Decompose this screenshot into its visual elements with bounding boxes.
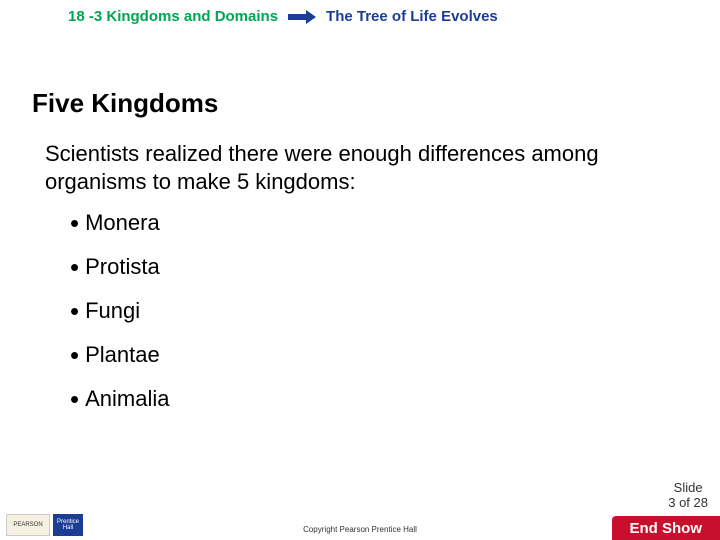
pearson-logo-icon: PEARSON [6,514,50,536]
header-section-right: The Tree of Life Evolves [326,8,498,25]
logo-ph-line2: Hall [63,525,73,531]
publisher-logo: PEARSON Prentice Hall [6,514,83,536]
header: 18 -3 Kingdoms and Domains The Tree of L… [0,8,720,25]
bullet-icon: • [70,344,79,366]
list-item: • Fungi [70,298,169,324]
body-text: Scientists realized there were enough di… [45,140,680,195]
kingdom-list: • Monera • Protista • Fungi • Plantae • … [70,210,169,430]
list-item: • Animalia [70,386,169,412]
arrow-right-icon [288,10,316,24]
list-item-label: Fungi [85,298,140,324]
list-item-label: Animalia [85,386,169,412]
bullet-icon: • [70,300,79,322]
header-section-left: 18 -3 Kingdoms and Domains [68,8,278,25]
bullet-icon: • [70,388,79,410]
slide: 18 -3 Kingdoms and Domains The Tree of L… [0,0,720,540]
list-item-label: Plantae [85,342,160,368]
slide-number: Slide 3 of 28 [668,481,708,510]
footer: PEARSON Prentice Hall Copyright Pearson … [0,508,720,540]
slide-number-bottom: 3 of 28 [668,496,708,510]
end-show-button[interactable]: End Show [612,516,720,540]
list-item: • Protista [70,254,169,280]
prentice-hall-logo-icon: Prentice Hall [53,514,83,536]
list-item: • Monera [70,210,169,236]
copyright-text: Copyright Pearson Prentice Hall [303,525,417,534]
slide-number-top: Slide [668,481,708,495]
bullet-icon: • [70,212,79,234]
bullet-icon: • [70,256,79,278]
slide-title: Five Kingdoms [32,88,218,119]
list-item-label: Protista [85,254,160,280]
list-item: • Plantae [70,342,169,368]
list-item-label: Monera [85,210,160,236]
